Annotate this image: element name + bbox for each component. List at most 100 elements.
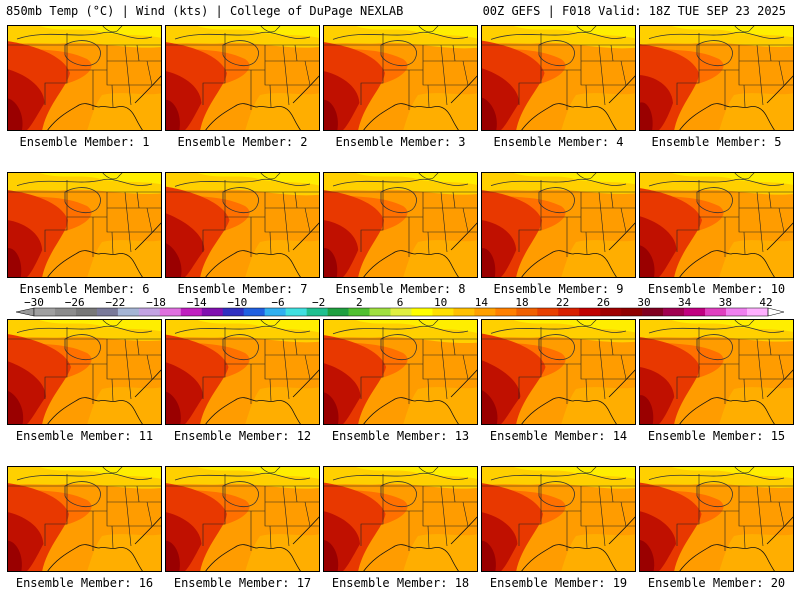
ensemble-member-caption: Ensemble Member: 10 — [639, 282, 794, 296]
panel-border — [481, 466, 636, 572]
great-lakes-outline — [575, 25, 598, 33]
hot-core-deep — [481, 97, 497, 131]
warm-southeast — [245, 387, 320, 425]
warm-southeast — [719, 387, 794, 425]
warm-southeast — [403, 240, 478, 278]
colorbar-segment — [159, 308, 182, 316]
hot-core-deep — [7, 390, 24, 425]
ensemble-map-panel — [323, 466, 478, 572]
temperature-contour-loop — [222, 40, 259, 67]
temperature-map — [7, 466, 162, 572]
temperature-map — [323, 25, 478, 131]
temperature-contour — [174, 31, 311, 40]
colorbar-tick-label: 42 — [759, 296, 772, 309]
temperature-map — [165, 172, 320, 278]
great-lakes-outline — [733, 25, 756, 33]
temperature-map — [7, 319, 162, 425]
panel-border — [481, 25, 636, 131]
temperature-map — [323, 319, 478, 425]
ensemble-map-panel — [481, 172, 636, 278]
ensemble-map-panel — [639, 25, 794, 131]
great-lakes-outline — [259, 172, 282, 180]
ensemble-map-panel — [7, 172, 162, 278]
state-boundaries — [323, 180, 478, 257]
temperature-map — [165, 25, 320, 131]
state-boundaries — [165, 474, 320, 551]
temperature-contour — [174, 325, 311, 334]
ensemble-member-caption: Ensemble Member: 19 — [481, 576, 636, 590]
hot-core-deep — [323, 99, 338, 131]
warm-southeast — [87, 534, 162, 572]
temperature-contour — [332, 472, 469, 481]
temperature-contour — [490, 472, 627, 481]
caption-prefix: Ensemble Member: — [335, 135, 459, 149]
great-lakes-outline — [575, 172, 598, 180]
caption-prefix: Ensemble Member: — [177, 135, 301, 149]
colorbar-segment — [75, 308, 98, 316]
ensemble-map-panel — [7, 25, 162, 131]
atlantic-coastline — [766, 74, 794, 104]
cool-band-far-north — [37, 25, 162, 38]
ensemble-member-caption: Ensemble Member: 1 — [7, 135, 162, 149]
member-number: 12 — [296, 429, 312, 443]
temperature-contour-loop — [380, 481, 417, 508]
temperature-map — [323, 466, 478, 572]
ensemble-member-caption: Ensemble Member: 3 — [323, 135, 478, 149]
colorbar-segment — [138, 308, 161, 316]
ensemble-member-caption: Ensemble Member: 5 — [639, 135, 794, 149]
ensemble-member-caption: Ensemble Member: 9 — [481, 282, 636, 296]
temperature-contour-loop — [538, 334, 575, 361]
hot-core-deep — [323, 248, 338, 278]
colorbar-segment — [474, 308, 496, 316]
hot-core-deep — [481, 389, 498, 425]
temperature-contour — [16, 472, 153, 481]
temperature-map — [481, 466, 636, 572]
temperature-map — [639, 466, 794, 572]
gulf-coastline — [678, 103, 776, 131]
ensemble-member-caption: Ensemble Member: 12 — [165, 429, 320, 443]
cool-band-far-north — [195, 319, 320, 333]
caption-prefix: Ensemble Member: — [15, 576, 139, 590]
state-boundaries — [165, 33, 320, 110]
state-boundaries — [481, 33, 636, 110]
gulf-coastline — [46, 250, 144, 278]
member-number: 18 — [454, 576, 470, 590]
member-number: 16 — [138, 576, 154, 590]
member-number: 8 — [458, 282, 466, 296]
atlantic-coastline — [134, 515, 162, 545]
panel-border — [7, 172, 162, 278]
hot-core-deep — [639, 540, 655, 572]
warm-southeast — [403, 534, 478, 572]
atlantic-coastline — [608, 368, 636, 398]
state-boundaries — [165, 180, 320, 257]
temperature-map — [639, 319, 794, 425]
state-boundaries — [639, 33, 794, 110]
temperature-map — [481, 172, 636, 278]
temperature-contour — [16, 325, 153, 333]
panel-border — [639, 466, 794, 572]
caption-prefix: Ensemble Member: — [177, 282, 301, 296]
colorbar-segment — [558, 308, 580, 316]
panel-border — [323, 466, 478, 572]
colorbar-tick-label: 6 — [397, 296, 404, 309]
hot-core-deep — [165, 391, 181, 425]
ensemble-member-caption: Ensemble Member: 4 — [481, 135, 636, 149]
colorbar-segment — [369, 308, 391, 316]
great-lakes-outline — [101, 319, 124, 327]
header-valid-time: 00Z GEFS | F018 Valid: 18Z TUE SEP 23 20… — [482, 4, 786, 18]
temperature-contour-loop — [380, 40, 417, 67]
ensemble-member-caption: Ensemble Member: 11 — [7, 429, 162, 443]
temperature-contour — [16, 178, 153, 186]
gulf-coastline — [362, 103, 460, 131]
temperature-contour — [490, 31, 627, 40]
member-number: 7 — [300, 282, 308, 296]
colorbar-segment — [705, 308, 727, 316]
caption-prefix: Ensemble Member: — [647, 429, 771, 443]
colorbar-tick-label: −26 — [65, 296, 85, 309]
cool-band-far-north — [37, 172, 162, 185]
temperature-map — [165, 319, 320, 425]
hot-core-deep — [323, 392, 339, 425]
colorbar-segment — [516, 308, 538, 316]
caption-prefix: Ensemble Member: — [331, 429, 455, 443]
hot-core-deep — [7, 248, 22, 278]
